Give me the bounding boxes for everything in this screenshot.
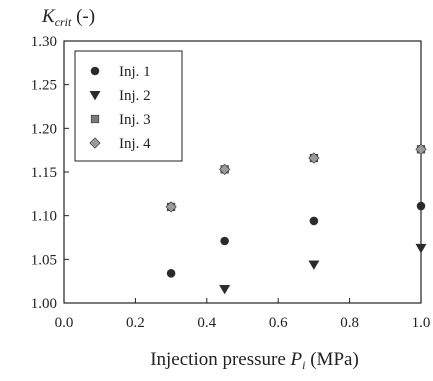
data-point — [309, 261, 319, 270]
y-axis-title-sub: crit — [55, 15, 72, 29]
y-tick-label: 1.25 — [31, 78, 57, 94]
data-point — [416, 244, 426, 253]
legend-marker — [91, 115, 99, 123]
legend-label: Inj. 2 — [119, 88, 151, 104]
legend-label: Inj. 1 — [119, 64, 151, 80]
series-4 — [166, 144, 426, 212]
x-tick-label: 0.8 — [340, 315, 359, 331]
x-tick-label: 0.0 — [55, 315, 74, 331]
y-tick-label: 1.15 — [31, 165, 57, 181]
legend: Inj. 1 Inj. 2 Inj. 3 Inj. 4 — [75, 51, 182, 161]
x-axis-title-var: P — [290, 349, 303, 370]
series-3 — [167, 145, 425, 210]
y-tick-label: 1.30 — [31, 34, 57, 50]
x-tick-label: 1.0 — [412, 315, 431, 331]
legend-marker — [91, 67, 99, 75]
y-tick-label: 1.10 — [31, 209, 57, 225]
y-tick-label: 1.05 — [31, 252, 57, 268]
y-tick-label: 1.00 — [31, 296, 57, 312]
x-tick-label: 0.2 — [126, 315, 145, 331]
y-axis-ticks: 1.00 1.05 1.10 1.15 1.20 1.25 1.30 — [31, 34, 69, 312]
data-point — [220, 285, 230, 294]
legend-label: Inj. 4 — [119, 136, 151, 152]
y-axis-title: Kcrit (-) — [41, 6, 95, 29]
legend-label: Inj. 3 — [119, 112, 151, 128]
data-point — [167, 269, 175, 277]
x-axis-title-suffix: (MPa) — [305, 349, 358, 370]
y-tick-label: 1.20 — [31, 121, 57, 137]
x-axis-title-prefix: Injection pressure — [150, 349, 290, 370]
data-point — [310, 217, 318, 225]
x-tick-label: 0.6 — [269, 315, 288, 331]
series-2 — [220, 244, 426, 294]
y-axis-title-unit: (-) — [71, 6, 95, 27]
series-1 — [167, 202, 425, 277]
data-markers — [166, 144, 426, 294]
x-axis-title: Injection pressure Pi (MPa) — [150, 349, 359, 372]
data-point — [221, 237, 229, 245]
x-tick-label: 0.4 — [197, 315, 216, 331]
data-point — [417, 202, 425, 210]
